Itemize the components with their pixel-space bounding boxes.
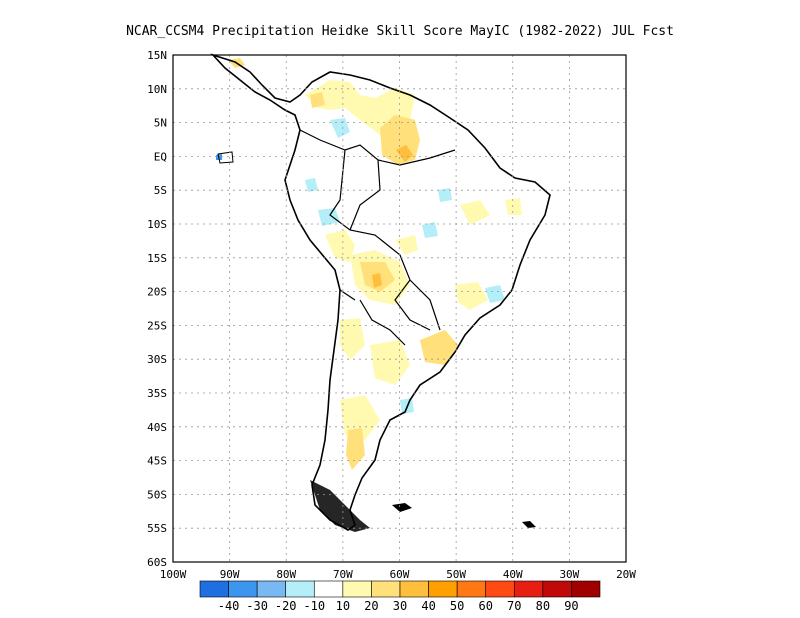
lat-tick-label: 30S xyxy=(147,353,167,366)
lon-tick-label: 60W xyxy=(390,568,410,581)
map-frame-border xyxy=(172,54,627,563)
lat-tick-label: EQ xyxy=(154,150,167,163)
colorbar-swatch xyxy=(371,580,401,598)
lon-tick-label: 100W xyxy=(160,568,187,581)
lon-tick-label: 80W xyxy=(276,568,296,581)
colorbar-swatch xyxy=(571,580,601,598)
lon-tick-label: 40W xyxy=(503,568,523,581)
lat-tick-label: 15N xyxy=(147,49,167,62)
colorbar-swatch xyxy=(199,580,229,598)
positive-skill-patch xyxy=(372,273,382,288)
positive-skill-patch xyxy=(455,282,488,310)
colorbar-label: 80 xyxy=(536,599,550,613)
colorbar-swatch xyxy=(542,580,572,598)
negative-skill-patch xyxy=(422,222,438,238)
lat-tick-label: 5S xyxy=(154,184,167,197)
colorbar-label: 60 xyxy=(478,599,492,613)
lat-tick-label: 20S xyxy=(147,286,167,299)
positive-skill-patch xyxy=(346,428,365,470)
positive-skill-patch xyxy=(310,92,325,108)
colorbar-label: -40 xyxy=(218,599,240,613)
colorbar-label: -20 xyxy=(275,599,297,613)
colorbar-label: 40 xyxy=(421,599,435,613)
colorbar-swatch xyxy=(342,580,372,598)
colorbar-swatch xyxy=(256,580,287,598)
colorbar-swatch xyxy=(228,580,258,598)
lon-tick-label: 70W xyxy=(333,568,353,581)
colorbar-label: 90 xyxy=(564,599,578,613)
country-borders xyxy=(299,129,456,346)
lat-tick-label: 15S xyxy=(147,252,167,265)
positive-skill-patch xyxy=(395,235,418,255)
colorbar-swatch xyxy=(513,580,544,598)
positive-skill-patch xyxy=(305,80,415,135)
latitude-tick-labels: 15N 10N 5N EQ 5S 10S 15S 20S 25S 30S 35S 40S 45S 50S 5… xyxy=(147,49,167,569)
lat-tick-label: 25S xyxy=(147,319,167,332)
lon-tick-label: 90W xyxy=(220,568,240,581)
lat-tick-label: 40S xyxy=(147,421,167,434)
positive-skill-patch xyxy=(460,200,490,225)
colorbar-label: 70 xyxy=(507,599,521,613)
colorbar-swatch xyxy=(428,580,458,598)
longitude-tick-labels: 100W 90W 80W 70W 60W 50W 40W 30W 20W xyxy=(160,568,637,581)
positive-skill-patch xyxy=(505,198,522,215)
colorbar-label: -30 xyxy=(246,599,268,613)
negative-skill-patch xyxy=(438,188,452,202)
negative-skill-patch xyxy=(485,285,505,303)
colorbar-swatch xyxy=(399,580,429,598)
positive-skill-patch xyxy=(340,395,380,440)
lat-tick-label: 45S xyxy=(147,455,167,468)
lat-tick-label: 5N xyxy=(154,117,167,130)
lat-tick-label: 60S xyxy=(147,556,167,569)
colorbar-label: 30 xyxy=(393,599,407,613)
positive-skill-patch xyxy=(420,330,458,365)
colorbar-label: 20 xyxy=(364,599,378,613)
lon-tick-label: 50W xyxy=(446,568,466,581)
south-georgia-island xyxy=(522,521,536,528)
colorbar-swatch xyxy=(285,580,315,598)
positive-skill-patch xyxy=(370,340,410,385)
colorbar: -40 -30 -20 -10 10 20 30 40 50 60 70 80 90 xyxy=(199,580,601,613)
positive-skill-patch xyxy=(340,318,365,360)
map-panel xyxy=(172,53,627,563)
south-america-coastline xyxy=(210,53,551,531)
falkland-islands xyxy=(392,503,412,512)
lat-tick-label: 50S xyxy=(147,488,167,501)
lon-tick-label: 30W xyxy=(559,568,579,581)
negative-skill-patch xyxy=(318,208,340,226)
colorbar-label: 10 xyxy=(336,599,350,613)
colorbar-swatch xyxy=(485,580,515,598)
colorbar-label: -10 xyxy=(303,599,325,613)
negative-skill-patch xyxy=(305,178,318,192)
colorbar-swatch xyxy=(313,580,344,598)
lat-tick-label: 35S xyxy=(147,387,167,400)
galapagos-islands xyxy=(217,151,234,164)
figure-title: NCAR_CCSM4 Precipitation Heidke Skill Sc… xyxy=(126,24,674,39)
positive-skill-patch xyxy=(325,230,355,262)
lon-tick-label: 20W xyxy=(616,568,636,581)
colorbar-label: 50 xyxy=(450,599,464,613)
tierra-del-fuego xyxy=(310,480,370,532)
lat-tick-label: 10N xyxy=(147,83,167,96)
positive-skill-patch xyxy=(396,145,413,162)
lat-tick-label: 10S xyxy=(147,218,167,231)
lat-tick-label: 55S xyxy=(147,522,167,535)
gridlines xyxy=(173,55,626,562)
colorbar-swatch xyxy=(456,580,487,598)
